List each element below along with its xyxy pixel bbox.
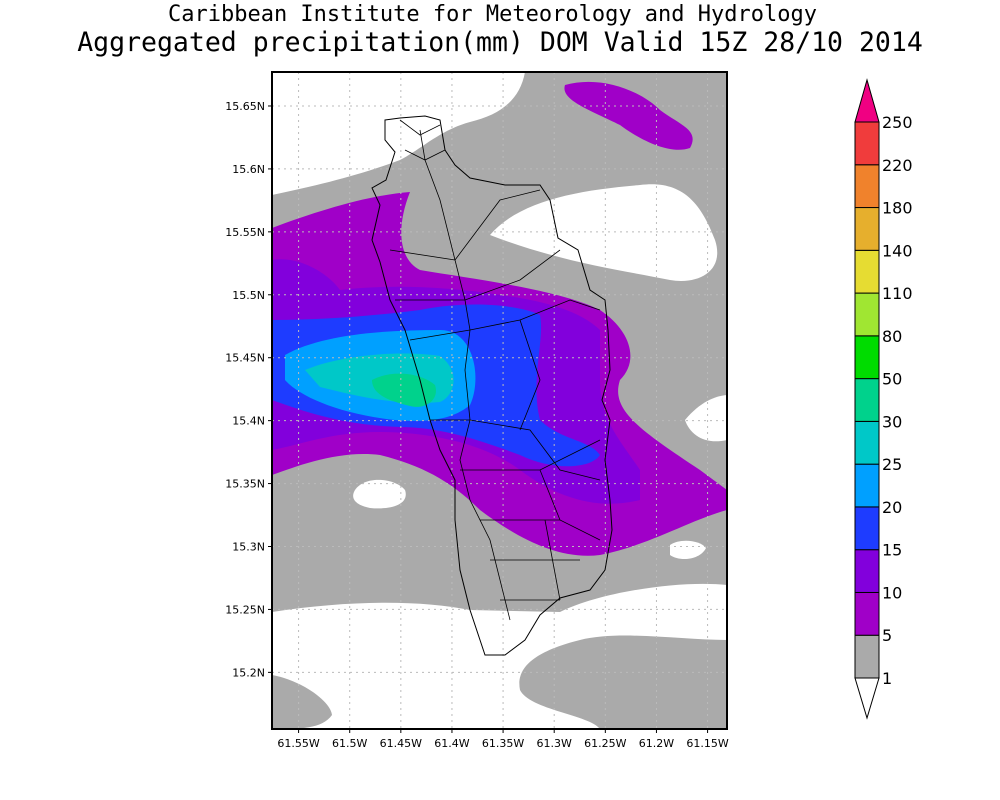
colorbar-label: 10 bbox=[882, 583, 902, 602]
colorbar-label: 220 bbox=[882, 156, 913, 175]
colorbar-swatch bbox=[854, 249, 880, 294]
colorbar-swatch bbox=[854, 292, 880, 337]
colorbar-swatch bbox=[854, 378, 880, 422]
colorbar-swatch bbox=[854, 207, 880, 251]
colorbar-swatch bbox=[854, 164, 880, 209]
lat-tick-label: 15.4N bbox=[232, 415, 265, 428]
colorbar-label: 180 bbox=[882, 199, 913, 218]
field-5-10mm-north bbox=[564, 81, 693, 150]
field-below-1mm-southeast bbox=[670, 540, 706, 560]
field-below-1mm-top bbox=[272, 72, 525, 195]
river-network bbox=[389, 119, 601, 621]
lon-tick-label: 61.3W bbox=[537, 737, 572, 750]
lat-tick-label: 15.65N bbox=[225, 100, 265, 113]
lat-tick-label: 15.25N bbox=[225, 603, 265, 616]
field-below-1mm-east bbox=[685, 395, 727, 442]
colorbar-label: 15 bbox=[882, 541, 902, 560]
latitude-axis: 15.65N 15.6N 15.55N 15.5N 15.45N 15.4N 15.35N 1… bbox=[225, 100, 272, 679]
precip-field bbox=[272, 72, 727, 729]
colorbar-label: 250 bbox=[882, 113, 913, 132]
lon-tick-label: 61.45W bbox=[380, 737, 422, 750]
longitude-axis: 61.55W 61.5W 61.45W 61.4W 61.35W 61.3W 61.25W 6… bbox=[277, 729, 729, 750]
colorbar-label: 80 bbox=[882, 327, 902, 346]
colorbar-over-triangle bbox=[854, 78, 880, 123]
lon-tick-label: 61.4W bbox=[434, 737, 469, 750]
colorbar-swatch bbox=[854, 335, 880, 380]
lat-tick-label: 15.2N bbox=[232, 666, 265, 679]
field-1-5mm-southwest bbox=[272, 675, 332, 729]
lon-tick-label: 61.35W bbox=[482, 737, 524, 750]
chart-subtitle: Aggregated precipitation(mm) DOM Valid 1… bbox=[77, 27, 923, 58]
colorbar-swatch bbox=[854, 634, 880, 679]
colorbar-under-triangle bbox=[854, 677, 880, 720]
lat-tick-label: 15.35N bbox=[225, 478, 265, 491]
lon-tick-label: 61.5W bbox=[332, 737, 367, 750]
colorbar-label: 30 bbox=[882, 412, 902, 431]
lon-tick-label: 61.15W bbox=[686, 737, 728, 750]
chart-title: Caribbean Institute for Meteorology and … bbox=[167, 2, 817, 27]
colorbar-label: 5 bbox=[882, 626, 892, 645]
colorbar-label: 110 bbox=[882, 284, 913, 303]
colorbar-swatch bbox=[854, 420, 880, 465]
colorbar-swatch bbox=[854, 121, 880, 166]
island-coastline bbox=[371, 115, 613, 656]
colorbar-label: 1 bbox=[882, 669, 892, 688]
lon-tick-label: 61.55W bbox=[277, 737, 319, 750]
lat-tick-label: 15.3N bbox=[232, 541, 265, 554]
field-below-1mm-northeast bbox=[490, 184, 718, 281]
colorbar-label: 140 bbox=[882, 241, 913, 260]
field-below-1mm-west bbox=[353, 479, 406, 509]
lon-tick-label: 61.25W bbox=[584, 737, 626, 750]
lat-tick-label: 15.5N bbox=[232, 289, 265, 302]
plot-frame bbox=[271, 71, 728, 730]
colorbar-label: 50 bbox=[882, 370, 902, 389]
field-below-1mm-south bbox=[272, 583, 727, 729]
colorbar-swatch bbox=[854, 549, 880, 593]
colorbar-swatch bbox=[854, 591, 880, 636]
colorbar-label: 25 bbox=[882, 455, 902, 474]
lat-tick-label: 15.45N bbox=[225, 352, 265, 365]
lon-tick-label: 61.2W bbox=[639, 737, 674, 750]
gridlines bbox=[272, 72, 727, 729]
colorbar-label: 20 bbox=[882, 498, 902, 517]
lat-tick-label: 15.6N bbox=[232, 163, 265, 176]
colorbar-swatch bbox=[854, 506, 880, 551]
lat-tick-label: 15.55N bbox=[225, 226, 265, 239]
colorbar-swatch bbox=[854, 463, 880, 508]
